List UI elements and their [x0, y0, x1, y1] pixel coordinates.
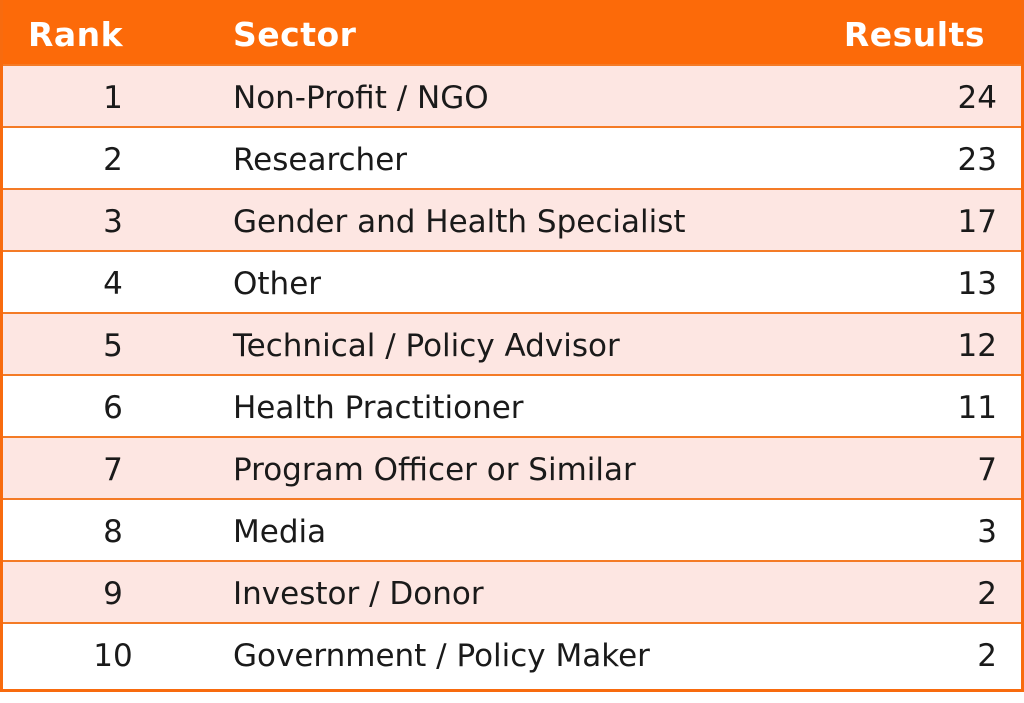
cell-rank: 3: [103, 204, 123, 240]
header-sector: Sector: [233, 15, 357, 54]
cell-sector: Technical / Policy Advisor: [233, 328, 620, 364]
cell-results: 23: [957, 142, 997, 178]
cell-results: 17: [957, 204, 997, 240]
cell-results: 7: [977, 452, 997, 488]
cell-sector: Investor / Donor: [233, 576, 484, 612]
table-row: 6 Health Practitioner 11: [3, 374, 1021, 436]
cell-rank: 4: [103, 266, 123, 302]
cell-rank: 7: [103, 452, 123, 488]
cell-rank: 10: [93, 638, 133, 674]
cell-results: 13: [957, 266, 997, 302]
table-header-row: Rank Sector Results: [3, 0, 1021, 64]
cell-results: 3: [977, 514, 997, 550]
cell-sector: Media: [233, 514, 327, 550]
table-row: 5 Technical / Policy Advisor 12: [3, 312, 1021, 374]
cell-sector: Researcher: [233, 142, 408, 178]
cell-rank: 2: [103, 142, 123, 178]
cell-results: 2: [977, 576, 997, 612]
cell-sector: Other: [233, 266, 322, 302]
cell-results: 12: [957, 328, 997, 364]
table-row: 1 Non-Profit / NGO 24: [3, 64, 1021, 126]
cell-rank: 5: [103, 328, 123, 364]
table-row: 8 Media 3: [3, 498, 1021, 560]
table-row: 10 Government / Policy Maker 2: [3, 622, 1021, 684]
cell-results: 24: [957, 80, 997, 116]
table-row: 7 Program Officer or Similar 7: [3, 436, 1021, 498]
cell-rank: 6: [103, 390, 123, 426]
table-row: 9 Investor / Donor 2: [3, 560, 1021, 622]
cell-sector: Program Officer or Similar: [233, 452, 636, 488]
cell-sector: Government / Policy Maker: [233, 638, 650, 674]
cell-sector: Non-Profit / NGO: [233, 80, 489, 116]
table-row: 4 Other 13: [3, 250, 1021, 312]
cell-rank: 8: [103, 514, 123, 550]
cell-sector: Gender and Health Specialist: [233, 204, 686, 240]
cell-rank: 1: [103, 80, 123, 116]
table-row: 2 Researcher 23: [3, 126, 1021, 188]
cell-rank: 9: [103, 576, 123, 612]
cell-results: 2: [977, 638, 997, 674]
cell-sector: Health Practitioner: [233, 390, 524, 426]
cell-results: 11: [957, 390, 997, 426]
header-rank: Rank: [28, 15, 124, 54]
header-results: Results: [843, 15, 985, 54]
table-row: 3 Gender and Health Specialist 17: [3, 188, 1021, 250]
